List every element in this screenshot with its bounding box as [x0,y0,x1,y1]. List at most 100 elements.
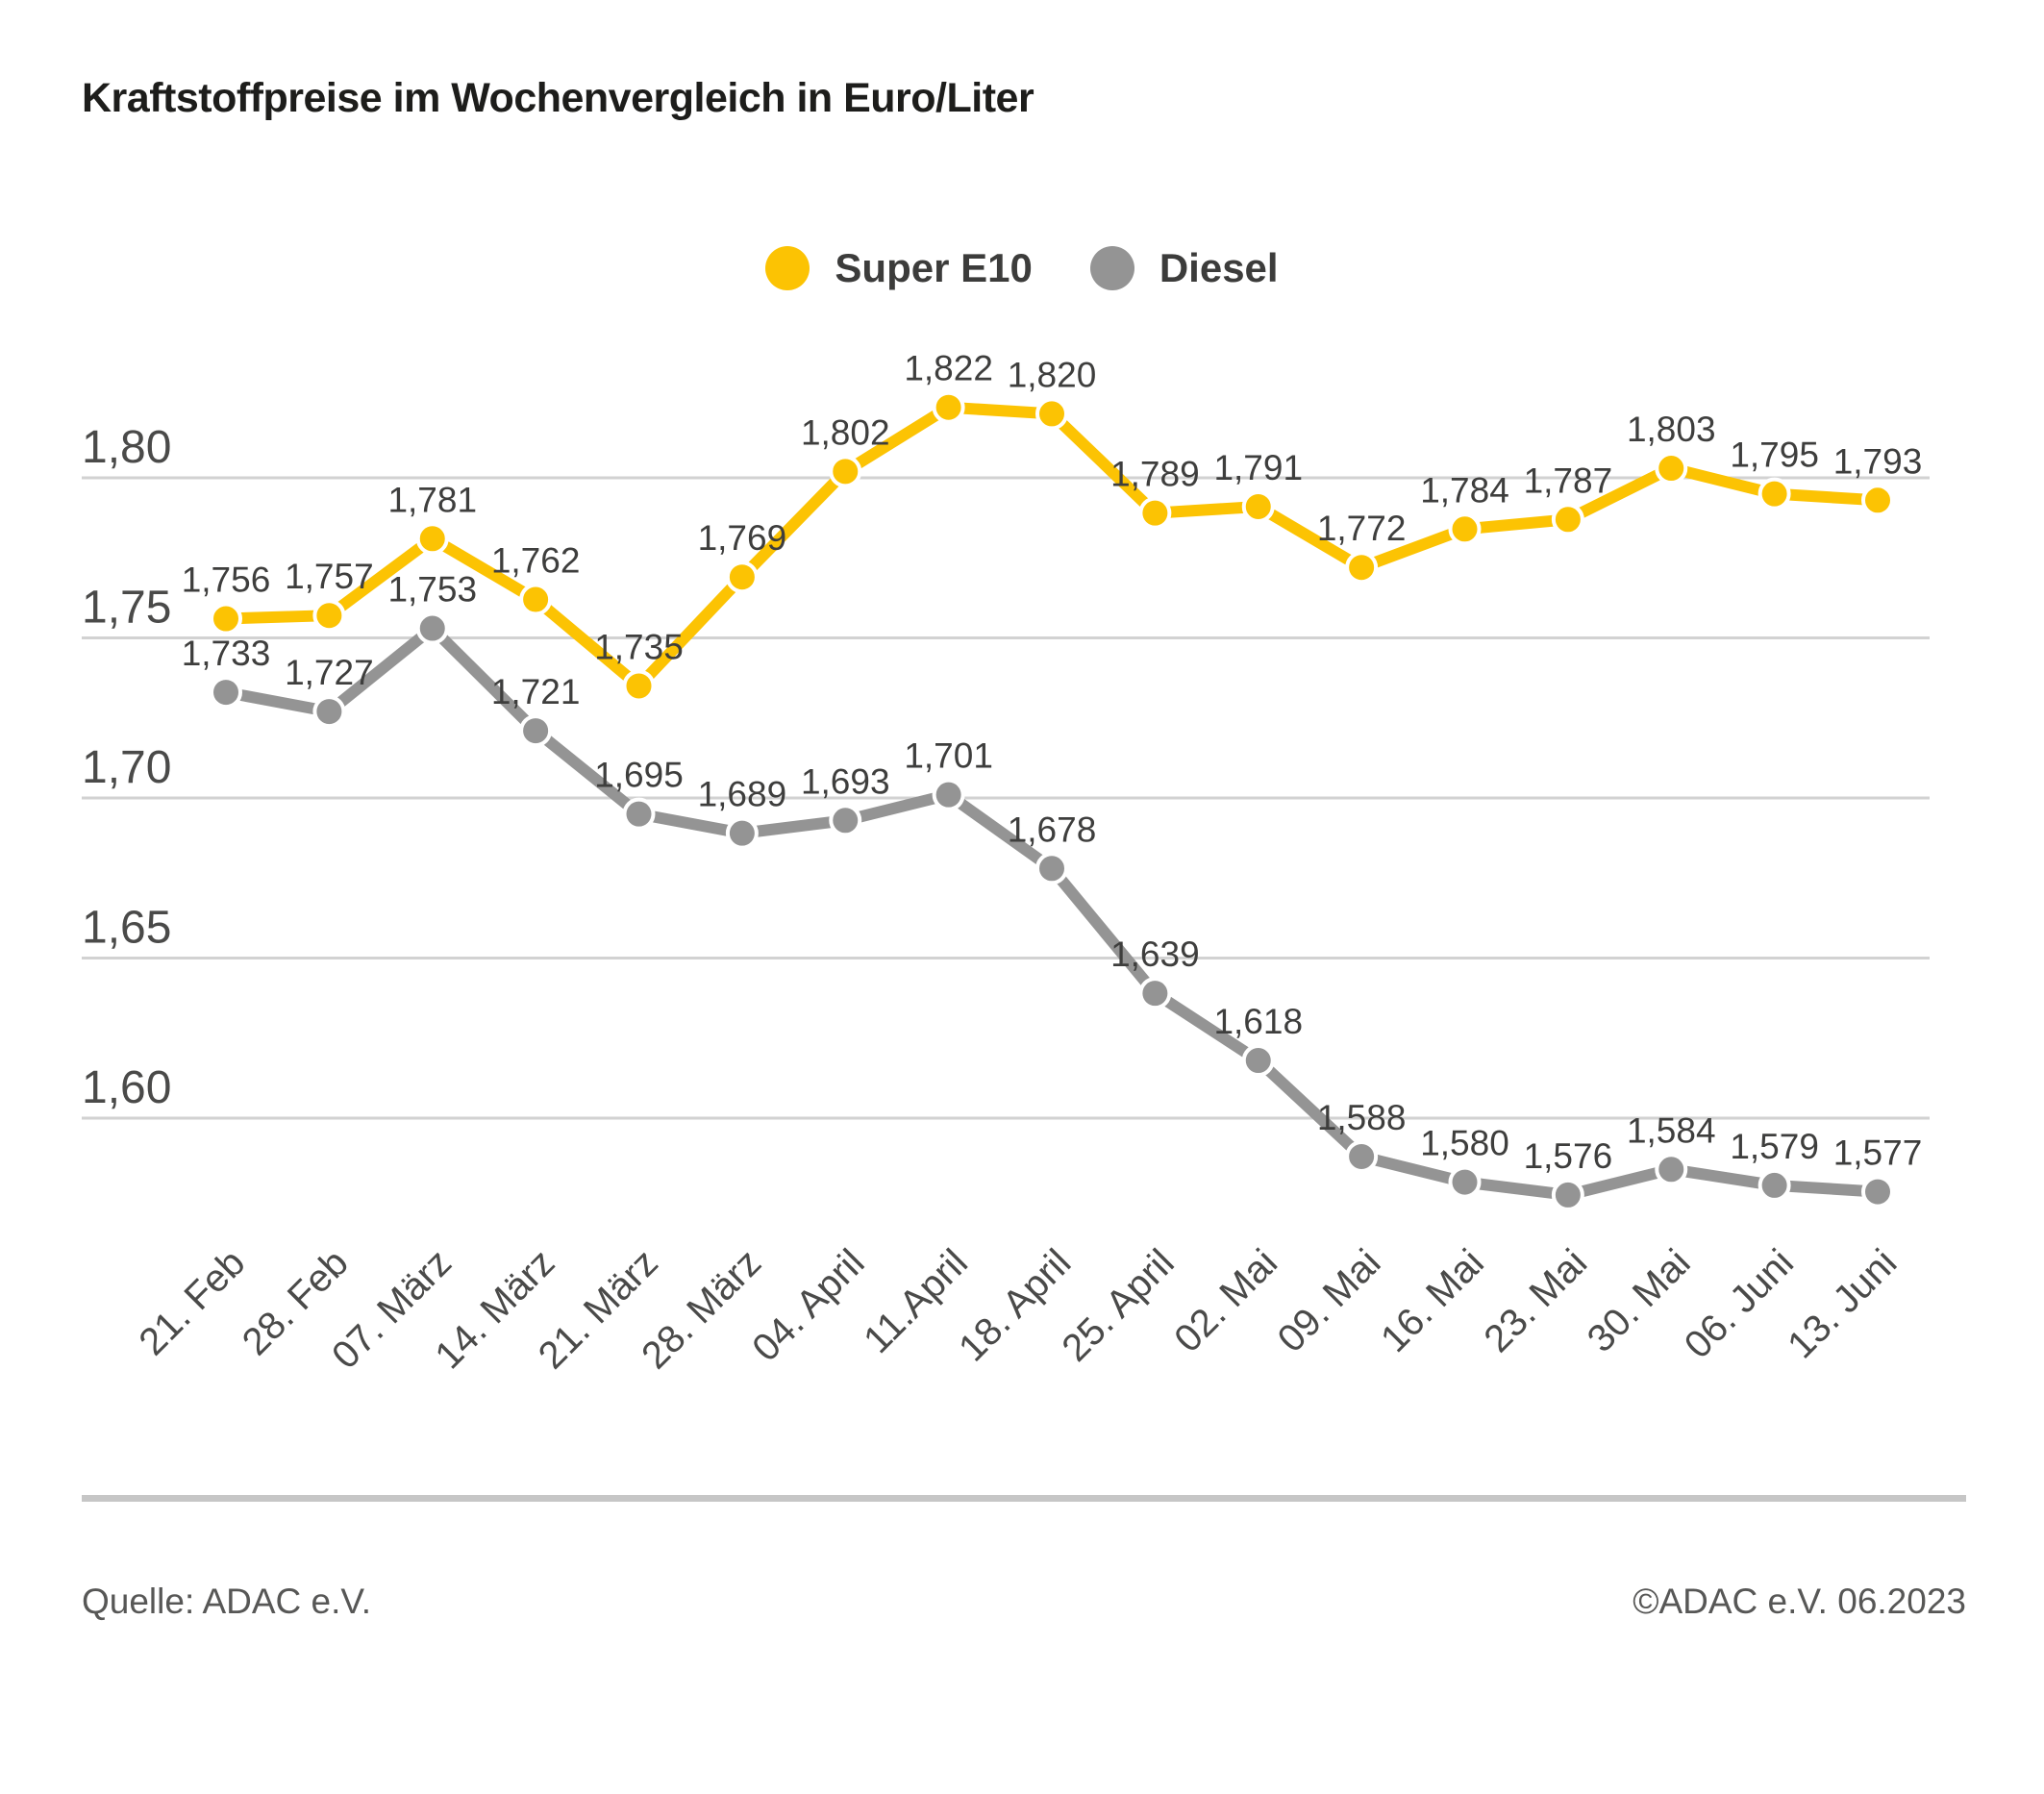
super-e10-marker [1655,452,1688,486]
super-e10-marker [1345,551,1379,585]
chart-title: Kraftstoffpreise im Wochenvergleich in E… [82,75,1034,121]
diesel-marker [210,676,242,710]
x-tick-label: 30. Mai [1580,1241,1699,1360]
y-tick-label: 1,70 [82,742,171,793]
super-e10-value-label: 1,784 [1420,470,1509,510]
super-e10-marker [312,599,346,633]
legend-label-super-e10: Super E10 [835,245,1033,290]
y-tick-label: 1,75 [82,583,171,634]
legend-item-super-e10: Super E10 [765,245,1033,291]
super-e10-marker [725,561,759,594]
diesel-value-label: 1,695 [594,756,684,795]
super-e10-marker [1035,397,1068,431]
diesel-value-label: 1,577 [1833,1134,1923,1173]
diesel-marker [1448,1165,1482,1199]
super-e10-dot-icon [765,246,810,290]
legend-label-diesel: Diesel [1159,245,1279,290]
diesel-value-label: 1,678 [1008,810,1097,849]
super-e10-marker [1757,477,1791,511]
super-e10-marker [1551,503,1584,536]
diesel-marker [829,804,862,837]
diesel-marker [1861,1175,1894,1208]
diesel-marker [1138,977,1172,1010]
series-diesel: 1,733 1,727 1,753 1,721 1,695 1,689 1,693 1,701… [182,570,1923,1211]
super-e10-value-label: 1,822 [904,349,993,388]
super-e10-value-label: 1,772 [1317,509,1407,548]
x-tick-label: 21. Feb [131,1241,253,1363]
super-e10-marker [210,602,242,635]
diesel-value-label: 1,701 [904,736,993,776]
diesel-value-label: 1,689 [698,775,787,814]
diesel-marker [622,797,656,831]
x-tick-label: 06. Juni [1677,1241,1802,1366]
diesel-dot-icon [1089,246,1134,290]
super-e10-value-label: 1,769 [698,518,787,558]
y-tick-label: 1,60 [82,1062,171,1113]
x-tick-label: 18. April [951,1241,1079,1369]
x-tick-label: 13. Juni [1780,1241,1905,1366]
super-e10-marker [1138,496,1172,530]
super-e10-value-label: 1,735 [594,627,684,666]
super-e10-marker [519,583,553,616]
x-tick-label: 02. Mai [1166,1241,1285,1360]
super-e10-line [220,401,1883,692]
super-e10-marker [415,522,449,556]
diesel-value-label: 1,693 [801,761,890,801]
super-e10-value-label: 1,787 [1524,461,1613,500]
super-e10-marker [1861,484,1894,517]
diesel-value-label: 1,753 [387,570,477,610]
footer-divider [82,1495,1966,1502]
super-e10-marker [1241,489,1275,523]
diesel-marker [1551,1178,1584,1211]
diesel-value-label: 1,584 [1627,1110,1716,1150]
diesel-marker [1035,852,1068,885]
super-e10-value-label: 1,781 [387,480,477,519]
super-e10-value-label: 1,803 [1627,410,1716,449]
diesel-marker [1241,1044,1275,1078]
diesel-marker [1345,1139,1379,1173]
diesel-value-label: 1,576 [1524,1136,1613,1176]
super-e10-value-label: 1,793 [1833,441,1923,481]
super-e10-marker [932,390,965,424]
x-tick-label: 04. April [744,1241,872,1369]
diesel-marker [725,816,759,850]
super-e10-value-label: 1,789 [1110,455,1200,494]
x-tick-label: 09. Mai [1270,1241,1389,1360]
diesel-marker [1655,1153,1688,1186]
diesel-marker [932,778,965,811]
super-e10-value-label: 1,757 [285,557,374,596]
gridlines [82,476,1930,1120]
series-super-e10: 1,756 1,757 1,781 1,762 1,735 1,769 1,802 1,822… [182,349,1923,703]
diesel-value-label: 1,618 [1213,1002,1303,1041]
diesel-value-label: 1,733 [182,634,271,673]
super-e10-marker [622,669,656,703]
source-note: Quelle: ADAC e.V. [82,1582,371,1621]
diesel-marker [415,611,449,645]
y-axis-labels: 1,80 1,75 1,70 1,65 1,60 [82,422,171,1113]
x-tick-label: 23. Mai [1476,1241,1595,1360]
x-tick-label: 16. Mai [1373,1241,1492,1360]
legend-item-diesel: Diesel [1089,245,1279,291]
y-tick-label: 1,80 [82,422,171,473]
x-tick-label: 25. April [1054,1241,1182,1369]
copyright-note: ©ADAC e.V. 06.2023 [1633,1582,1966,1621]
diesel-value-label: 1,721 [491,672,581,711]
super-e10-value-label: 1,820 [1008,355,1097,394]
super-e10-value-label: 1,795 [1730,436,1819,475]
y-tick-label: 1,65 [82,903,171,954]
diesel-value-label: 1,579 [1730,1127,1819,1166]
diesel-value-label: 1,639 [1110,934,1200,974]
super-e10-value-label: 1,762 [491,541,581,581]
diesel-value-label: 1,580 [1420,1124,1509,1163]
diesel-marker [312,695,346,729]
super-e10-value-label: 1,802 [801,412,890,452]
super-e10-value-label: 1,756 [182,561,271,600]
diesel-marker [1757,1168,1791,1202]
diesel-value-label: 1,588 [1317,1098,1407,1137]
diesel-marker [519,714,553,748]
diesel-value-label: 1,727 [285,653,374,692]
super-e10-value-label: 1,791 [1213,448,1303,487]
